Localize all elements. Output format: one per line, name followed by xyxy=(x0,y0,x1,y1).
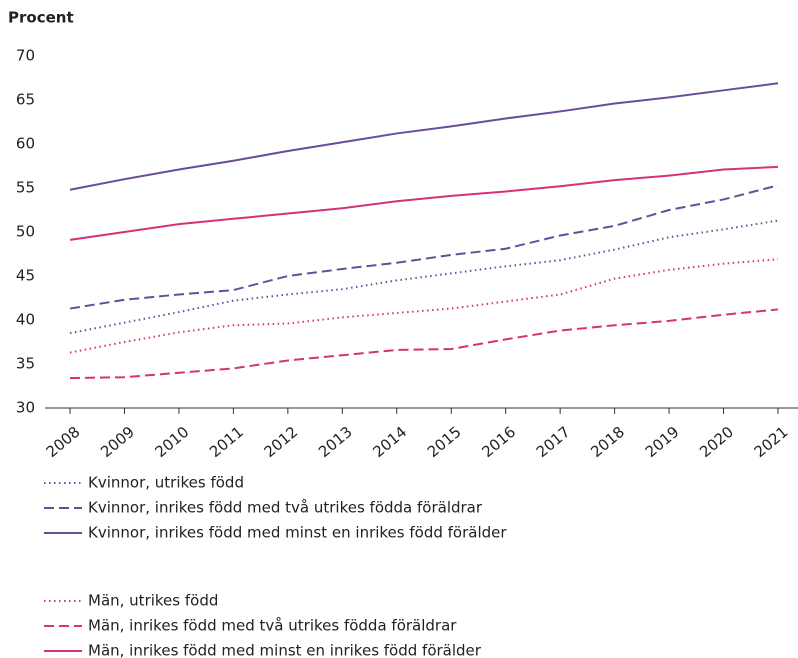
x-tick-label: 2010 xyxy=(152,423,193,461)
legend-label: Män, inrikes född med två utrikes födda … xyxy=(88,617,457,635)
x-tick-label: 2014 xyxy=(369,423,410,461)
x-tick-label: 2009 xyxy=(97,423,138,461)
legend-label: Kvinnor, utrikes född xyxy=(88,474,244,492)
x-tick-label: 2021 xyxy=(751,423,792,461)
x-tick-label: 2017 xyxy=(533,423,574,461)
legend-label: Kvinnor, inrikes född med två utrikes fö… xyxy=(88,499,483,517)
line xyxy=(69,165,779,241)
y-tick-label: 50 xyxy=(16,223,35,241)
y-axis-label: Procent xyxy=(8,9,74,27)
legend-label: Män, utrikes född xyxy=(88,592,218,610)
line xyxy=(69,258,779,354)
x-tick-label: 2013 xyxy=(315,423,356,461)
y-tick-label: 65 xyxy=(16,91,35,109)
line xyxy=(69,219,779,335)
x-tick-label: 2015 xyxy=(424,423,465,461)
y-tick-label: 55 xyxy=(16,179,35,197)
y-tick-label: 70 xyxy=(16,47,35,65)
x-tick-label: 2011 xyxy=(206,423,247,461)
y-tick-label: 35 xyxy=(16,355,35,373)
line xyxy=(69,308,779,380)
y-tick-label: 30 xyxy=(16,399,35,417)
x-tick-label: 2019 xyxy=(642,423,683,461)
legend-label: Män, inrikes född med minst en inrikes f… xyxy=(88,642,482,658)
y-tick-label: 45 xyxy=(16,267,35,285)
y-tick-label: 60 xyxy=(16,135,35,153)
x-tick-label: 2020 xyxy=(696,423,737,461)
x-tick-label: 2008 xyxy=(43,423,84,461)
x-tick-label: 2012 xyxy=(260,423,301,461)
line xyxy=(69,184,779,310)
x-tick-label: 2018 xyxy=(587,423,628,461)
x-tick-label: 2016 xyxy=(478,423,519,461)
line xyxy=(69,82,779,191)
y-tick-label: 40 xyxy=(16,311,35,329)
legend-label: Kvinnor, inrikes född med minst en inrik… xyxy=(88,524,507,542)
